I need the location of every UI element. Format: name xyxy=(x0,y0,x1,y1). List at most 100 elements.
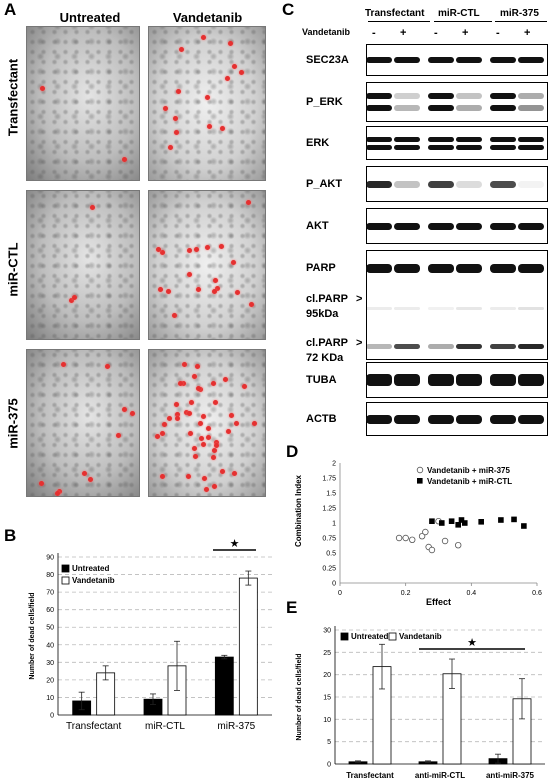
dead-cell-dot xyxy=(191,445,197,451)
dead-cell-dot xyxy=(225,428,231,434)
micrograph-mir375-vandetanib xyxy=(148,349,266,497)
x-axis-label: Effect xyxy=(426,597,451,605)
legend-swatch xyxy=(61,564,70,573)
lane-sign: - xyxy=(434,27,438,39)
y-tick-label: 1.5 xyxy=(326,491,336,498)
blot-band xyxy=(366,105,392,111)
data-point xyxy=(428,546,436,554)
category-label: Transfectant xyxy=(346,771,394,780)
dead-cell-dot xyxy=(218,243,224,249)
dead-cell-dot xyxy=(69,297,75,303)
blot-frame xyxy=(366,166,548,202)
significance-star: ★ xyxy=(467,637,477,649)
y-tick-label: 5 xyxy=(327,739,331,746)
dead-cell-dot xyxy=(167,415,173,421)
blot-band xyxy=(394,263,420,273)
category-label: miR-375 xyxy=(217,721,255,732)
dead-cell-dot xyxy=(187,411,193,417)
blot-band xyxy=(490,93,516,99)
dead-cell-dot xyxy=(205,94,211,100)
dead-cell-dot xyxy=(38,481,44,487)
panel-a-row-mir375: miR-375 xyxy=(5,398,21,449)
dead-cell-dot xyxy=(220,125,226,131)
panel-c-group-mir375: miR-375 xyxy=(500,8,539,19)
blot-label: P_ERK xyxy=(306,95,343,110)
panel-d-letter: D xyxy=(286,442,299,461)
blot-band xyxy=(456,263,482,273)
legend-label: Vandetanib xyxy=(399,632,442,641)
blot-band xyxy=(428,105,454,111)
dead-cell-dot xyxy=(212,483,218,489)
y-tick-label: 1.25 xyxy=(322,506,336,513)
data-point xyxy=(422,528,429,536)
blot-label: ACTB xyxy=(306,412,337,427)
category-label: anti-miR-375 xyxy=(486,771,535,780)
dead-cell-dot xyxy=(231,260,237,266)
dead-cell-dot xyxy=(232,63,238,69)
dead-cell-dot xyxy=(173,115,179,121)
micrograph-mirctl-untreated xyxy=(26,190,140,340)
dead-cell-dot xyxy=(201,441,206,447)
panel-a-row-transfectant: Transfectant xyxy=(5,58,21,137)
dead-cell-dot xyxy=(203,487,209,493)
dead-cell-dot xyxy=(213,440,219,446)
blot-band xyxy=(490,414,516,424)
y-tick-label: 0 xyxy=(50,713,54,720)
blot-arrow: > xyxy=(356,293,363,305)
legend-label: Vandetanib xyxy=(72,576,115,585)
data-point xyxy=(455,522,461,528)
category-label: anti-miR-CTL xyxy=(415,771,465,780)
blot-band xyxy=(428,136,454,142)
blot-band xyxy=(490,144,516,150)
blot-band xyxy=(394,343,420,349)
blot-band xyxy=(428,222,454,230)
dead-cell-dot xyxy=(211,380,217,386)
blot-band xyxy=(366,93,392,99)
y-tick-label: 0.75 xyxy=(322,536,336,543)
blot-band xyxy=(394,180,420,188)
dead-cell-dot xyxy=(72,294,78,300)
dead-cell-dot xyxy=(220,469,226,475)
y-tick-label: 10 xyxy=(323,717,331,724)
micrograph-transfectant-vandetanib xyxy=(148,26,266,181)
y-tick-label: 60 xyxy=(46,607,54,614)
blot-label: SEC23A xyxy=(306,53,349,68)
blot-band xyxy=(518,263,544,273)
blot-band xyxy=(490,263,516,273)
bar xyxy=(214,656,234,716)
blot-band xyxy=(518,144,544,150)
dead-cell-dot xyxy=(186,473,192,479)
panel-a-row-mirctl: miR-CTL xyxy=(5,242,21,297)
blot-frame xyxy=(366,126,548,160)
blot-band xyxy=(428,144,454,150)
micrograph-mirctl-vandetanib xyxy=(148,190,266,340)
dead-cell-dot xyxy=(192,453,198,459)
blot-band xyxy=(518,306,544,310)
panel-c-treatment-label: Vandetanib xyxy=(302,27,351,37)
y-tick-label: 40 xyxy=(46,642,54,649)
blot-label-line: SEC23A xyxy=(306,54,349,66)
lane-sign: - xyxy=(496,27,500,39)
y-tick-label: 90 xyxy=(46,555,54,562)
blot-label-line: cl.PARP xyxy=(306,337,348,349)
dead-cell-dot xyxy=(186,247,192,253)
dead-cell-dot xyxy=(245,200,251,206)
blot-band xyxy=(394,136,420,142)
blot-label: AKT xyxy=(306,219,329,234)
blot-label: ERK xyxy=(306,136,329,151)
panel-d-chart: 0 0.25 0.5 0.75 1 1.25 1.5 1.75 2 0 0.2 0.4 0.6 Effec… xyxy=(294,461,542,606)
blot-label-line: PARP xyxy=(306,262,336,274)
blot-label: TUBA xyxy=(306,373,337,388)
dead-cell-dot xyxy=(198,421,204,427)
data-point xyxy=(454,541,462,549)
dead-cell-dot xyxy=(174,415,180,421)
data-point xyxy=(429,518,435,524)
panel-c-group-line-1 xyxy=(368,21,430,22)
significance-star: ★ xyxy=(230,538,240,550)
blot-band xyxy=(456,105,482,111)
blot-label: P_AKT xyxy=(306,177,342,192)
x-tick-label: 0 xyxy=(338,590,342,597)
data-point xyxy=(478,519,484,525)
micrograph-transfectant-untreated xyxy=(26,26,140,181)
dead-cell-dot xyxy=(213,443,219,449)
